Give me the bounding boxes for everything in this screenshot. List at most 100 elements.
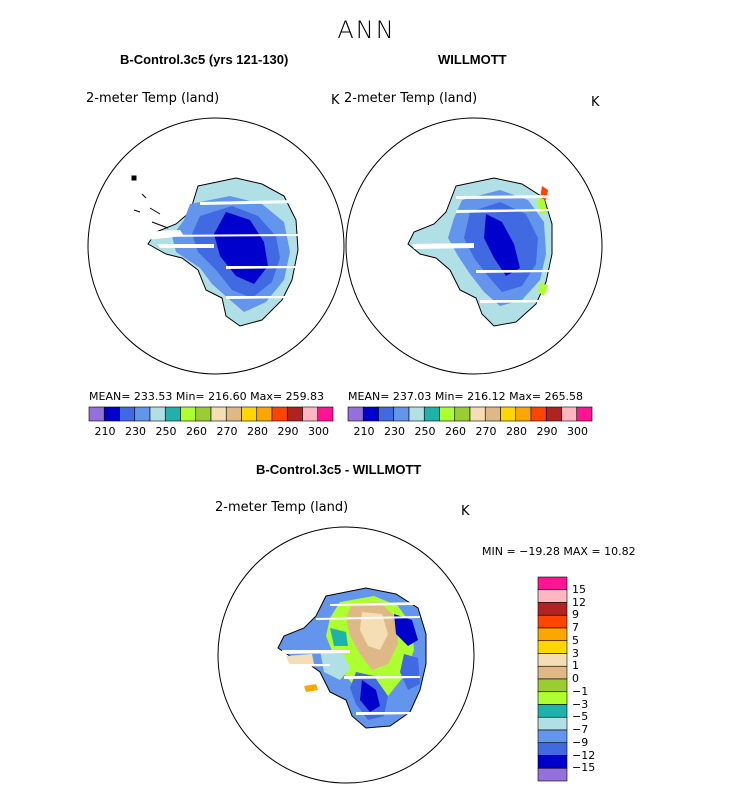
panel1-colorbar-swatch: [210, 406, 227, 422]
panel2-colorbar-swatch: [561, 406, 578, 422]
panel3-variable: 2-meter Temp (land): [215, 500, 349, 515]
panel3-colorbar-swatch: [537, 767, 568, 782]
panel1-colorbar-swatch: [286, 406, 303, 422]
panel3-colorbar-swatch: [537, 589, 568, 603]
panel3-colorbar-tick-label: 3: [572, 646, 579, 660]
panel1-colorbar-tick-label: 260: [186, 425, 207, 438]
panel3-colorbar-tick-label: −9: [572, 735, 589, 749]
panel1-colorbar-tick-label: 290: [277, 425, 299, 438]
panel3-colorbar-tick-label: −15: [572, 761, 596, 775]
panel2-colorbar-swatch: [576, 406, 593, 422]
panel3-colorbar-swatch: [537, 602, 568, 616]
panel1-colorbar-swatch: [225, 406, 242, 422]
panel3-antarctica-map: [277, 587, 427, 729]
panel1-colorbar-swatch: [119, 406, 136, 422]
panel1-colorbar-swatch: [180, 406, 197, 422]
panel3-minmax: MIN = −19.28 MAX = 10.82: [482, 545, 636, 558]
panel3-colorbar-tick-label: 7: [572, 621, 579, 634]
panel2-colorbar-tick-label: 210: [353, 425, 375, 438]
panel2-colorbar-swatch: [362, 406, 379, 422]
panel2-units: K: [591, 95, 600, 110]
panel2-colorbar-swatch: [393, 406, 410, 422]
panel1-title: B-Control.3c5 (yrs 121-130): [120, 52, 289, 67]
panel3-colorbar-swatch: [537, 729, 568, 744]
panel2-colorbar-tick-label: 250: [414, 425, 436, 438]
panel3-colorbar-tick-label: −3: [572, 697, 589, 711]
panel3-colorbar-swatch: [537, 716, 568, 731]
panel2-colorbar-tick-label: 230: [384, 425, 405, 438]
panel1-colorbar-tick-label: 280: [247, 425, 268, 438]
panel3-colorbar-tick-label: −12: [572, 748, 596, 762]
panel1-colorbar-swatch: [88, 406, 105, 422]
panel3-colorbar-tick-label: −7: [572, 723, 589, 736]
panel3-colorbar-swatch: [537, 627, 568, 642]
panel2-colorbar-tick-label: 290: [536, 425, 558, 438]
panel3-colorbar-swatch: [537, 704, 568, 718]
panel2-colorbar-swatch: [469, 406, 486, 422]
panel2-colorbar-swatch: [530, 406, 547, 422]
panel1-colorbar-tick-label: 250: [155, 425, 177, 438]
panel1-variable: 2-meter Temp (land): [86, 91, 220, 106]
panel1-colorbar: [88, 406, 334, 422]
panel3-colorbar-tick-label: 1: [572, 659, 579, 673]
panel2-colorbar-swatch: [423, 406, 440, 422]
panel3-colorbar-swatch: [537, 640, 568, 654]
panel2-colorbar-swatch: [439, 406, 456, 422]
panel3-colorbar-tick-label: 15: [572, 582, 586, 596]
panel1-colorbar-swatch: [134, 406, 151, 422]
panel2-colorbar-tick-label: 260: [445, 425, 466, 438]
panel1-stats: MEAN= 233.53 Min= 216.60 Max= 259.83: [89, 390, 325, 403]
panel3-colorbar-swatch: [537, 742, 568, 756]
panel2-colorbar-swatch: [484, 406, 501, 422]
panel1-colorbar-swatch: [149, 406, 166, 422]
panel1-colorbar-swatch: [271, 406, 288, 422]
panel2-colorbar-swatch: [454, 406, 471, 422]
panel2-colorbar-swatch: [408, 406, 425, 422]
panel3-colorbar-tick-label: 0: [572, 672, 579, 685]
panel2-colorbar-tick-label: 280: [506, 425, 527, 438]
panel1-colorbar-swatch: [195, 406, 212, 422]
panel1-colorbar-swatch: [164, 406, 181, 422]
panel3-colorbar-swatch: [537, 665, 568, 680]
panel1-colorbar-tick-label: 230: [125, 425, 146, 438]
panel1-colorbar-swatch: [241, 406, 258, 422]
panel1-colorbar-tick-label: 300: [308, 425, 329, 438]
panel1-colorbar-tick-label: 210: [94, 425, 116, 438]
panel3-colorbar-swatch: [537, 614, 568, 629]
figure-title: ANN: [337, 16, 396, 44]
panel1-colorbar-swatch: [302, 406, 319, 422]
panel1-antarctica-map: [131, 175, 299, 327]
panel2-colorbar-swatch: [545, 406, 562, 422]
panel3-colorbar-tick-label: 9: [572, 608, 579, 622]
panel2-colorbar-swatch: [347, 406, 364, 422]
panel1-colorbar-swatch: [103, 406, 120, 422]
panel2-colorbar-swatch: [500, 406, 517, 422]
panel3-colorbar-tick-label: 5: [572, 633, 579, 647]
panel3-colorbar-tick-label: −1: [572, 684, 589, 698]
panel3-units: K: [461, 504, 470, 519]
panel3-colorbar-tick-label: −5: [572, 710, 589, 724]
panel1-units: K: [331, 93, 340, 108]
panel3-colorbar-swatch: [537, 653, 568, 667]
panel3-colorbar-swatch: [537, 691, 568, 705]
panel2-colorbar-tick-label: 270: [475, 425, 497, 438]
panel2-colorbar: [347, 406, 593, 422]
panel2-title: WILLMOTT: [438, 52, 507, 67]
panel2-colorbar-swatch: [515, 406, 532, 422]
panel3-colorbar-tick-label: 12: [572, 595, 586, 609]
panel3-colorbar: [537, 576, 568, 782]
panel1-colorbar-tick-label: 270: [216, 425, 238, 438]
panel2-stats: MEAN= 237.03 Min= 216.12 Max= 265.58: [348, 390, 584, 403]
panel3-colorbar-swatch: [537, 576, 568, 591]
panel2-variable: 2-meter Temp (land): [344, 91, 478, 106]
panel1-colorbar-swatch: [317, 406, 334, 422]
panel3-globe-outline: [217, 526, 475, 784]
panel3-colorbar-swatch: [537, 755, 568, 769]
panel1-colorbar-swatch: [256, 406, 273, 422]
panel1-globe-outline: [87, 117, 345, 375]
panel2-globe-outline: [345, 117, 603, 375]
panel2-colorbar-swatch: [378, 406, 395, 422]
panel2-colorbar-tick-label: 300: [567, 425, 588, 438]
panel3-colorbar-swatch: [537, 678, 568, 693]
